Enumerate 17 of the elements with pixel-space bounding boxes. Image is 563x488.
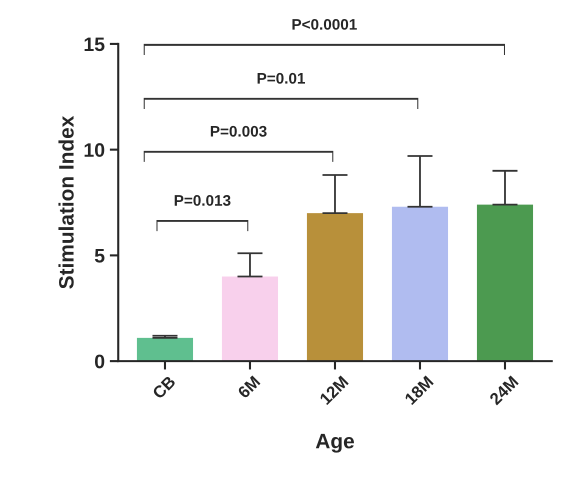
bar [222,276,278,362]
y-tick-label: 15 [84,38,104,52]
annotation: P=0.01 [258,72,306,84]
y-tick-label: 0 [94,354,104,368]
bar [476,204,534,362]
bar [306,213,364,362]
bar [136,338,194,362]
y-tick-label: 10 [84,143,104,157]
x-tick-label: 6M [237,375,261,399]
annotation: P=0.003 [210,126,267,137]
y-tick-label: 5 [94,249,104,263]
x-tick-label: CB [152,375,176,400]
x-axis-title: Age [316,434,354,453]
annotation: P=0.013 [174,195,231,206]
bar [392,206,448,362]
text: P<0.0001 [292,18,357,30]
y-axis-title: Stimulation Index [58,116,74,289]
